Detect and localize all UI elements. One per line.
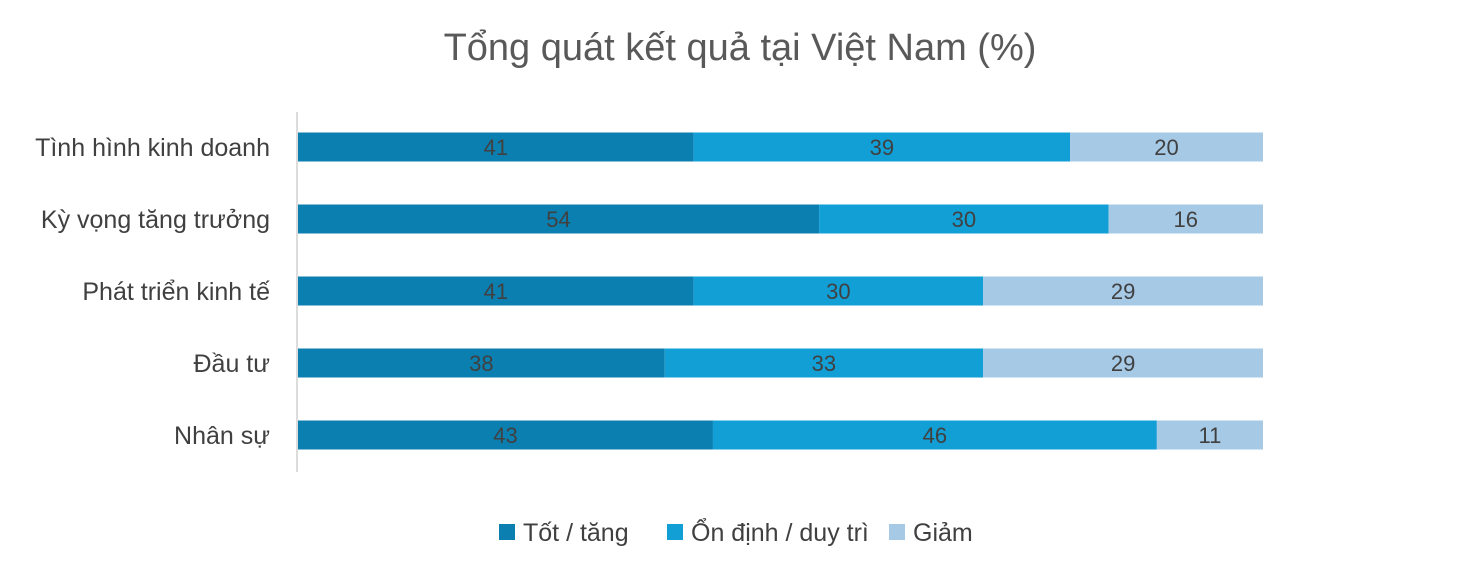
- bar-segment: [712, 420, 1157, 450]
- legend-label: Tốt / tăng: [523, 519, 629, 547]
- data-label: 46: [923, 423, 947, 448]
- category-label: Đầu tư: [194, 350, 271, 378]
- bar-series-group: 41 39 20 54 30 16 41 30 29 38 33 29 43 46 11: [298, 132, 1263, 450]
- data-label: 11: [1199, 423, 1222, 448]
- bar-segment: [298, 132, 694, 162]
- data-label: 39: [870, 135, 894, 160]
- bar-segment: [298, 348, 665, 378]
- data-label: 43: [493, 423, 517, 448]
- category-label: Nhân sự: [174, 422, 270, 450]
- data-label: 41: [484, 279, 508, 304]
- data-label: 20: [1154, 135, 1178, 160]
- data-label: 30: [826, 279, 850, 304]
- category-label: Kỳ vọng tăng trưởng: [41, 206, 270, 234]
- bar-segment: [983, 348, 1263, 378]
- data-label: 30: [952, 207, 976, 232]
- data-label: 33: [812, 351, 836, 376]
- bar-segment: [298, 204, 820, 234]
- bar-segment: [1070, 132, 1263, 162]
- chart-title: Tổng quát kết quả tại Việt Nam (%): [444, 27, 1037, 69]
- data-label: 29: [1111, 351, 1135, 376]
- data-label: 38: [469, 351, 493, 376]
- legend-label: Giảm: [913, 519, 973, 547]
- data-label: 41: [484, 135, 508, 160]
- bar-segment: [298, 276, 694, 306]
- bar-segment: [1156, 420, 1263, 450]
- legend-swatch: [667, 524, 683, 540]
- category-label: Phát triển kinh tế: [82, 278, 270, 306]
- legend-label: Ổn định / duy trì: [691, 517, 869, 547]
- category-label: Tình hình kinh doanh: [35, 134, 270, 162]
- data-label: 54: [546, 207, 570, 232]
- bar-segment: [693, 132, 1070, 162]
- legend: Tốt / tăng Ổn định / duy trì Giảm: [499, 517, 973, 547]
- legend-swatch: [499, 524, 515, 540]
- category-labels: Tình hình kinh doanh Kỳ vọng tăng trưởng P…: [35, 134, 270, 450]
- legend-swatch: [889, 524, 905, 540]
- bar-segment: [1108, 204, 1263, 234]
- bar-segment: [983, 276, 1263, 306]
- bar-segment: [819, 204, 1109, 234]
- data-label: 16: [1174, 207, 1198, 232]
- bar-segment: [693, 276, 984, 306]
- bar-segment: [298, 420, 713, 450]
- data-label: 29: [1111, 279, 1135, 304]
- bar-segment: [664, 348, 984, 378]
